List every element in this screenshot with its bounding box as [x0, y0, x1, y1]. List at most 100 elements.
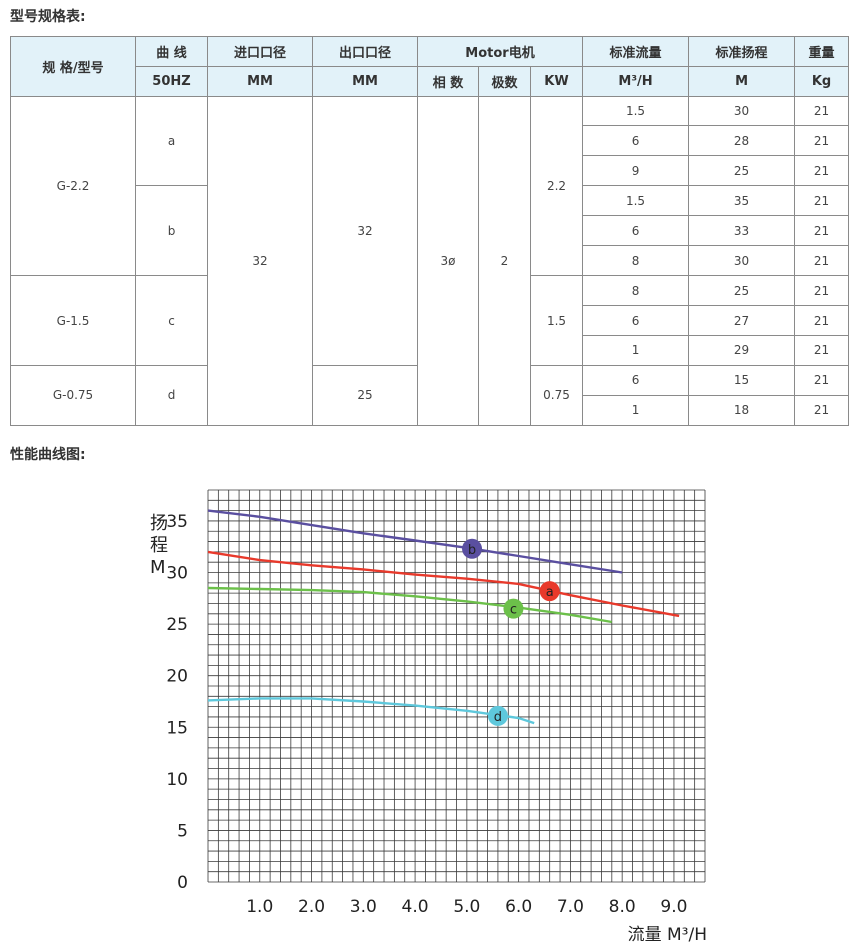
flow-cell: 1 [582, 394, 690, 427]
head-cell: 33 [688, 215, 796, 247]
y-axis-unit: M [150, 557, 166, 578]
y-tick-label: 35 [166, 512, 188, 532]
head-cell: 30 [688, 95, 796, 127]
series-line-d [207, 697, 535, 725]
header-kw: KW [529, 66, 584, 97]
inlet-cell: 32 [207, 95, 313, 427]
curve-cell: a [135, 95, 208, 187]
head-cell: 25 [688, 275, 796, 307]
x-tick-label: 2.0 [298, 897, 325, 917]
spec-table: 规 格/型号 曲 线 进口口径 出口口径 Motor电机 标准流量 标准扬程 重… [10, 35, 850, 427]
table-row: 1 29 21 [11, 335, 850, 366]
head-cell: 15 [688, 364, 796, 396]
weight-cell: 21 [794, 125, 850, 157]
x-tick-label: 8.0 [609, 897, 636, 917]
y-tick-label: 10 [166, 770, 188, 790]
series-label-c: c [510, 603, 517, 618]
header-outlet: 出口口径 [312, 35, 418, 68]
head-cell: 29 [688, 335, 796, 366]
table-row: b 1.5 35 21 [11, 185, 850, 277]
series-marker-d [487, 705, 508, 726]
header-flow: 标准流量 [582, 35, 690, 68]
model-cell: G-0.75 [10, 364, 136, 427]
header-weight: 重量 [794, 35, 850, 68]
kw-cell: 0.75 [529, 364, 584, 427]
header-head-unit: M [688, 66, 796, 97]
weight-cell: 21 [794, 275, 850, 307]
flow-cell: 1 [582, 335, 690, 366]
flow-cell: 6 [582, 215, 690, 247]
weight-cell: 21 [794, 305, 850, 337]
y-tick-label: 20 [166, 667, 188, 687]
header-weight-unit: Kg [794, 66, 850, 97]
table-row: G-2.2 a 32 32 3ø 2 2.2 1.5 30 21 [10, 95, 850, 427]
kw-cell: 2.2 [529, 95, 584, 277]
header-poles: 极数 [478, 66, 531, 97]
head-cell: 25 [688, 155, 796, 187]
y-tick-label: 15 [166, 718, 188, 738]
y-axis-label: 程 [150, 535, 168, 556]
performance-curve-chart: 1.0 2.0 3.0 4.0 5.0 6.0 7.0 8.0 9.0 0 5 10 15 20 25 30 3… [150, 489, 707, 945]
weight-cell: 21 [794, 245, 850, 277]
table-row: 9 25 21 [11, 155, 850, 187]
header-flow-unit: M³/H [582, 66, 690, 97]
flow-cell: 1.5 [582, 185, 690, 217]
flow-cell: 8 [582, 275, 690, 307]
weight-cell: 21 [794, 155, 850, 187]
header-inlet-unit: MM [207, 66, 313, 97]
x-axis-label: 流量 M³/H [628, 925, 707, 945]
head-cell: 30 [688, 245, 796, 277]
head-cell: 28 [688, 125, 796, 157]
flow-cell: 8 [582, 245, 690, 277]
series-marker-c [503, 598, 524, 619]
flow-cell: 6 [582, 125, 690, 157]
head-cell: 18 [688, 394, 796, 427]
series-marker-b [462, 538, 483, 559]
weight-cell: 21 [794, 364, 850, 396]
weight-cell: 21 [794, 335, 850, 366]
x-tick-label: 4.0 [402, 897, 429, 917]
phase-cell: 3ø [417, 95, 479, 427]
series-label-b: b [468, 543, 476, 558]
series-label-a: a [546, 585, 554, 600]
curve-cell: b [135, 185, 208, 277]
series-line-b [207, 509, 623, 574]
kw-cell: 1.5 [529, 275, 584, 366]
outlet-cell: 32 [312, 95, 418, 366]
flow-cell: 6 [582, 364, 690, 396]
series-line-a [207, 550, 680, 618]
header-motor: Motor电机 [416, 35, 584, 68]
series-label-d: d [494, 710, 502, 725]
model-cell: G-1.5 [10, 275, 136, 366]
head-cell: 35 [688, 185, 796, 217]
weight-cell: 21 [794, 95, 850, 127]
header-inlet: 进口口径 [207, 35, 313, 68]
header-phase: 相 数 [417, 66, 479, 97]
y-tick-label: 25 [166, 615, 188, 635]
table-row: 6 28 21 [11, 125, 850, 157]
header-curve-unit: 50HZ [135, 66, 208, 97]
curve-cell: d [135, 364, 208, 427]
header-outlet-unit: MM [312, 66, 418, 97]
table-row: G-0.75 d 25 0.75 6 15 21 [10, 364, 850, 427]
y-tick-label: 0 [177, 873, 188, 893]
table-row: 6 33 21 [11, 215, 850, 247]
header-curve: 曲 线 [135, 35, 208, 68]
x-tick-label: 9.0 [660, 897, 687, 917]
series-line-c [207, 586, 613, 624]
model-cell: G-2.2 [10, 95, 136, 277]
head-cell: 27 [688, 305, 796, 337]
weight-cell: 21 [794, 215, 850, 247]
flow-cell: 9 [582, 155, 690, 187]
outlet-cell: 25 [312, 364, 418, 427]
y-axis-label: 扬 [150, 513, 168, 534]
weight-cell: 21 [794, 185, 850, 217]
header-model: 规 格/型号 [10, 36, 136, 97]
table-row: 1 18 21 [11, 394, 850, 427]
series-marker-a [539, 581, 560, 602]
spec-table-title: 型号规格表: [10, 9, 86, 25]
curve-cell: c [135, 275, 208, 366]
x-tick-label: 5.0 [453, 897, 480, 917]
y-tick-label: 30 [166, 564, 188, 584]
weight-cell: 21 [794, 394, 850, 427]
